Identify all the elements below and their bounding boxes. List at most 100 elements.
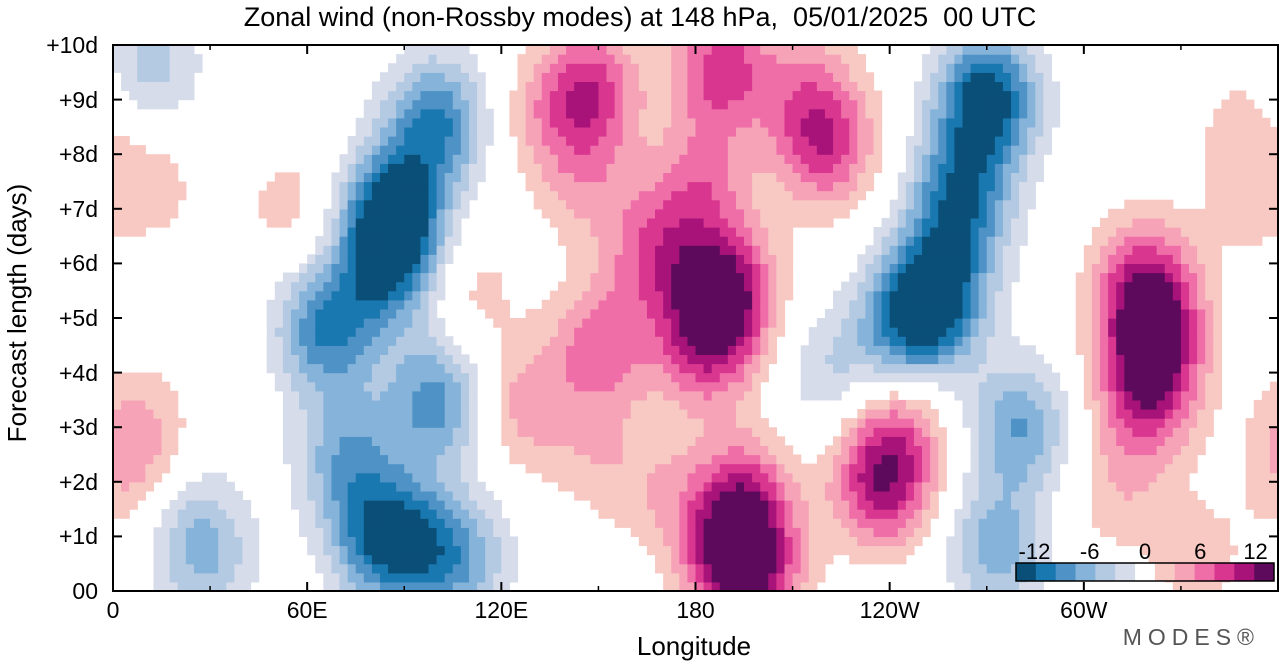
heatmap-cell [347,263,357,274]
heatmap-cell [962,381,972,392]
heatmap-cell [646,254,656,264]
heatmap-cell [703,199,713,210]
heatmap-cell [363,518,373,528]
heatmap-cell [242,554,252,565]
heatmap-cell [671,308,680,319]
heatmap-cell [776,454,786,465]
heatmap-cell [962,145,972,155]
heatmap-cell [776,199,786,210]
heatmap-cell [816,454,826,465]
heatmap-cell [655,490,664,501]
heatmap-cell [841,436,850,446]
heatmap-cell [865,509,875,519]
heatmap-cell [1100,299,1109,310]
heatmap-cell [897,236,907,246]
heatmap-cell [849,518,858,528]
heatmap-cell [695,281,705,292]
heatmap-cell [323,208,333,219]
heatmap-cell [1019,436,1028,446]
heatmap-cell [477,154,486,164]
heatmap-cell [905,245,915,255]
heatmap-cell [226,563,235,574]
heatmap-cell [638,436,648,446]
heatmap-cell [1091,245,1101,255]
heatmap-cell [371,399,381,410]
heatmap-cell [444,463,454,474]
heatmap-cell [598,481,608,492]
heatmap-cell [444,254,454,264]
heatmap-cell [1124,409,1133,419]
heatmap-cell [113,181,122,192]
heatmap-cell [1140,345,1150,355]
heatmap-cell [703,327,713,337]
heatmap-cell [460,199,470,210]
heatmap-cell [1083,245,1093,255]
heatmap-cell [978,245,988,255]
heatmap-cell [711,245,721,255]
heatmap-cell [339,527,349,537]
heatmap-cell [727,390,737,401]
heatmap-cell [606,372,616,383]
heatmap-cell [938,336,947,346]
heatmap-cell [396,199,405,210]
heatmap-cell [1164,390,1174,401]
heatmap-cell [388,327,397,337]
heatmap-cell [517,126,527,137]
heatmap-cell [161,554,171,565]
heatmap-cell [347,372,357,383]
heatmap-cell [549,445,559,456]
heatmap-cell [970,363,980,374]
heatmap-cell [315,436,324,446]
heatmap-cell [655,363,664,374]
heatmap-cell [768,336,777,346]
heatmap-cell [1027,172,1036,183]
heatmap-cell [630,454,640,465]
heatmap-cell [388,500,397,510]
heatmap-cell [735,336,745,346]
heatmap-cell [841,327,850,337]
heatmap-cell [161,399,171,410]
heatmap-cell [129,381,138,392]
heatmap-cell [420,327,430,337]
heatmap-cell [849,281,858,292]
heatmap-cell [727,227,737,237]
heatmap-cell [760,281,769,292]
heatmap-cell [735,390,745,401]
heatmap-cell [978,190,988,201]
heatmap-cell [355,581,365,592]
heatmap-cell [153,536,163,547]
heatmap-cell [695,518,705,528]
heatmap-cell [339,490,349,501]
heatmap-cell [582,381,591,392]
heatmap-cell [857,463,866,474]
heatmap-cell [841,500,850,510]
heatmap-cell [703,290,713,301]
heatmap-cell [970,554,980,565]
heatmap-cell [752,399,761,410]
heatmap-cell [1205,236,1214,246]
heatmap-cell [290,318,300,328]
heatmap-cell [1100,327,1109,337]
heatmap-cell [250,563,260,574]
heatmap-cell [1213,336,1222,346]
heatmap-cell [282,308,292,319]
heatmap-cell [412,163,422,173]
heatmap-cell [808,345,818,355]
heatmap-cell [121,154,130,164]
heatmap-cell [379,445,389,456]
heatmap-cell [930,500,939,510]
heatmap-cell [784,481,794,492]
heatmap-cell [153,217,163,228]
heatmap-cell [695,154,705,164]
heatmap-cell [752,390,761,401]
heatmap-cell [1253,199,1263,210]
heatmap-cell [121,418,130,428]
heatmap-cell [889,454,899,465]
heatmap-cell [663,554,672,565]
heatmap-cell [1002,490,1012,501]
heatmap-cell [201,490,211,501]
heatmap-cell [347,500,357,510]
heatmap-cell [1189,554,1198,565]
heatmap-cell [849,500,858,510]
heatmap-cell [145,172,155,183]
